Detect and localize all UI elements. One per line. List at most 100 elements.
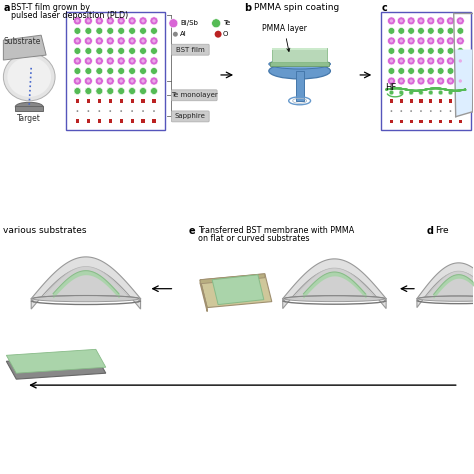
Circle shape	[459, 59, 462, 63]
Circle shape	[140, 88, 146, 94]
Circle shape	[106, 57, 114, 65]
Circle shape	[107, 88, 114, 94]
Circle shape	[128, 17, 136, 25]
Circle shape	[74, 88, 81, 94]
Circle shape	[429, 39, 432, 43]
Circle shape	[74, 27, 81, 34]
Circle shape	[139, 57, 147, 65]
Circle shape	[119, 19, 123, 23]
Circle shape	[98, 79, 101, 82]
Text: BST film: BST film	[176, 46, 205, 53]
Circle shape	[427, 77, 435, 85]
Circle shape	[439, 79, 442, 82]
Circle shape	[450, 110, 451, 112]
Circle shape	[419, 19, 423, 22]
Text: Sapphire: Sapphire	[175, 113, 206, 119]
Circle shape	[142, 110, 144, 112]
Ellipse shape	[33, 295, 139, 302]
Text: PMMA spin coating: PMMA spin coating	[254, 3, 339, 12]
Circle shape	[448, 91, 453, 95]
Circle shape	[448, 91, 453, 95]
Circle shape	[399, 91, 403, 95]
Bar	[400, 100, 403, 103]
Circle shape	[151, 88, 157, 94]
Polygon shape	[283, 259, 386, 309]
Circle shape	[215, 31, 221, 37]
Circle shape	[428, 47, 434, 55]
Circle shape	[407, 77, 415, 85]
Circle shape	[96, 27, 103, 34]
Circle shape	[128, 57, 136, 65]
Circle shape	[151, 68, 157, 74]
Circle shape	[84, 37, 92, 45]
Text: a: a	[3, 3, 10, 13]
Circle shape	[107, 47, 114, 55]
Polygon shape	[43, 266, 128, 297]
Circle shape	[457, 47, 464, 55]
Ellipse shape	[418, 296, 474, 301]
Circle shape	[438, 91, 443, 95]
Circle shape	[407, 57, 415, 65]
Circle shape	[419, 91, 423, 95]
Circle shape	[399, 91, 403, 95]
Circle shape	[410, 59, 413, 63]
Circle shape	[128, 37, 136, 45]
Circle shape	[87, 19, 90, 23]
Bar	[410, 100, 413, 103]
Circle shape	[399, 91, 403, 95]
Circle shape	[448, 91, 453, 95]
Circle shape	[85, 68, 92, 74]
Bar	[429, 119, 432, 123]
Circle shape	[456, 77, 464, 85]
Text: pulsed laser deposition (PLD): pulsed laser deposition (PLD)	[11, 11, 128, 20]
Circle shape	[428, 91, 433, 95]
Circle shape	[129, 88, 136, 94]
Bar	[152, 119, 155, 123]
Circle shape	[389, 91, 393, 95]
Polygon shape	[417, 263, 474, 308]
Circle shape	[139, 17, 147, 25]
Circle shape	[409, 91, 413, 95]
Circle shape	[391, 110, 392, 112]
Circle shape	[419, 91, 423, 95]
Circle shape	[84, 17, 92, 25]
Circle shape	[439, 59, 442, 63]
Circle shape	[151, 88, 157, 94]
Circle shape	[118, 88, 125, 94]
Circle shape	[388, 57, 395, 65]
Circle shape	[95, 57, 103, 65]
Circle shape	[399, 91, 403, 95]
Circle shape	[107, 88, 114, 94]
Circle shape	[74, 88, 81, 94]
Bar	[130, 119, 134, 123]
Circle shape	[118, 88, 125, 94]
Circle shape	[398, 68, 405, 74]
Circle shape	[438, 91, 443, 95]
Circle shape	[117, 17, 125, 25]
Circle shape	[151, 88, 157, 94]
Circle shape	[118, 68, 125, 74]
Bar	[130, 100, 134, 103]
Ellipse shape	[284, 296, 385, 301]
Circle shape	[119, 59, 123, 63]
Circle shape	[438, 91, 443, 95]
Circle shape	[129, 88, 136, 94]
Circle shape	[437, 77, 445, 85]
Circle shape	[74, 68, 81, 74]
Circle shape	[173, 32, 178, 36]
Bar	[429, 100, 432, 103]
Circle shape	[140, 88, 146, 94]
Circle shape	[141, 59, 145, 63]
Bar	[272, 48, 328, 62]
Circle shape	[129, 88, 136, 94]
Circle shape	[109, 39, 112, 43]
Circle shape	[418, 47, 424, 55]
Bar	[87, 100, 90, 103]
Circle shape	[130, 39, 134, 43]
Circle shape	[449, 79, 452, 82]
Circle shape	[428, 91, 433, 95]
Circle shape	[418, 68, 424, 74]
Bar	[449, 100, 452, 103]
Circle shape	[96, 88, 103, 94]
Circle shape	[129, 88, 136, 94]
